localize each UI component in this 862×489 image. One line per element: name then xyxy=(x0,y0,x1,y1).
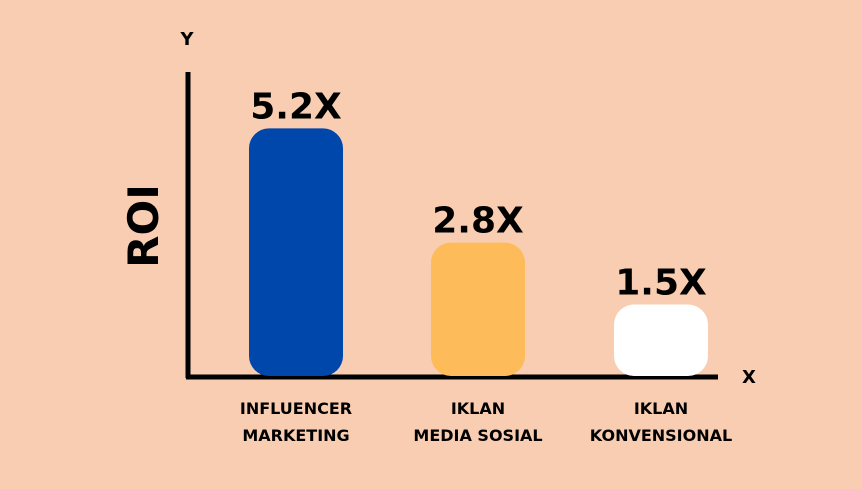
category-label-0-line-0: INFLUENCER xyxy=(240,399,352,418)
category-labels: INFLUENCER MARKETING IKLAN MEDIA SOSIAL IKLA… xyxy=(240,399,732,445)
category-label-2-line-1: KONVENSIONAL xyxy=(590,426,732,445)
chart-axes: Y X ROI xyxy=(119,29,756,388)
category-label-1-line-0: IKLAN xyxy=(451,399,505,418)
value-label-1: 2.8X xyxy=(432,201,524,242)
bar-1 xyxy=(431,242,525,376)
y-axis-label: ROI xyxy=(119,184,168,268)
bar-2 xyxy=(614,304,708,376)
value-labels: 5.2X 2.8X 1.5X xyxy=(250,86,707,303)
category-label-2-line-0: IKLAN xyxy=(634,399,688,418)
bar-0 xyxy=(249,128,343,376)
y-axis-marker: Y xyxy=(179,29,194,50)
x-axis-marker: X xyxy=(742,367,756,388)
value-label-0: 5.2X xyxy=(250,86,342,127)
category-label-0-line-1: MARKETING xyxy=(242,426,349,445)
bar-series xyxy=(249,128,708,376)
value-label-2: 1.5X xyxy=(615,263,707,304)
category-label-1-line-1: MEDIA SOSIAL xyxy=(413,426,542,445)
